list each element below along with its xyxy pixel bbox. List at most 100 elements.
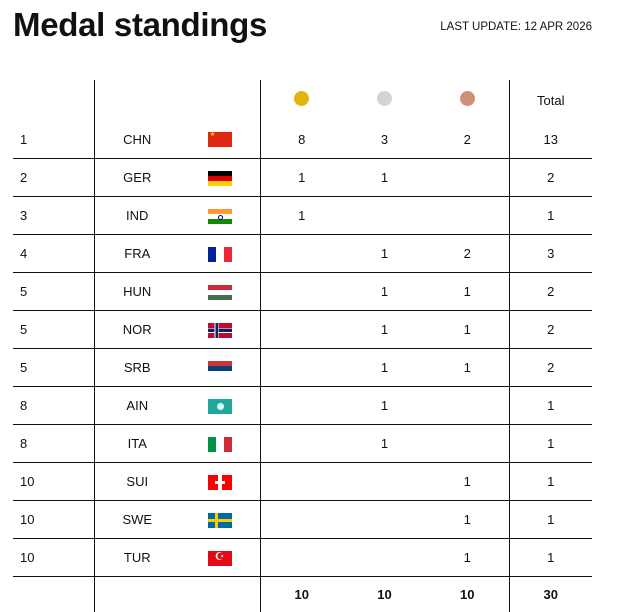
country-code: CHN [94, 120, 180, 159]
bronze-count [426, 387, 509, 425]
bronze-count: 2 [426, 235, 509, 273]
bronze-count: 2 [426, 120, 509, 159]
bronze-count: 1 [426, 273, 509, 311]
flag-cell [180, 425, 260, 463]
total-count: 2 [509, 349, 592, 387]
gold-count: 1 [260, 197, 343, 235]
gold-count [260, 463, 343, 501]
silver-count [343, 501, 426, 539]
silver-medal-icon [377, 91, 392, 106]
total-count: 1 [509, 501, 592, 539]
swe-flag-icon [208, 513, 232, 528]
table-row: 10TUR11 [13, 539, 592, 577]
total-count: 1 [509, 197, 592, 235]
country-code: IND [94, 197, 180, 235]
flag-cell [180, 311, 260, 349]
country-code: FRA [94, 235, 180, 273]
gold-count [260, 539, 343, 577]
gold-medal-icon [294, 91, 309, 106]
country-code: AIN [94, 387, 180, 425]
country-code: TUR [94, 539, 180, 577]
grand-total: 30 [509, 577, 592, 612]
bronze-count [426, 197, 509, 235]
empty [94, 577, 180, 612]
total-count: 13 [509, 120, 592, 159]
country-code: SWE [94, 501, 180, 539]
rank: 10 [13, 501, 94, 539]
total-count: 2 [509, 159, 592, 197]
gold-count [260, 235, 343, 273]
total-count: 2 [509, 273, 592, 311]
rank: 10 [13, 463, 94, 501]
rank: 5 [13, 349, 94, 387]
empty [13, 577, 94, 612]
srb-flag-icon [208, 361, 232, 376]
total-count: 1 [509, 425, 592, 463]
sui-flag-icon [208, 475, 232, 490]
gold-count: 8 [260, 120, 343, 159]
total-count: 1 [509, 387, 592, 425]
silver-count [343, 539, 426, 577]
gold-total: 10 [260, 577, 343, 612]
silver-count [343, 463, 426, 501]
total-count: 3 [509, 235, 592, 273]
rank: 5 [13, 273, 94, 311]
rank: 2 [13, 159, 94, 197]
bronze-count: 1 [426, 349, 509, 387]
page-title: Medal standings [13, 6, 267, 44]
bronze-count [426, 159, 509, 197]
bronze-count: 1 [426, 539, 509, 577]
flag-cell [180, 501, 260, 539]
total-count: 2 [509, 311, 592, 349]
rank: 5 [13, 311, 94, 349]
last-update: LAST UPDATE: 12 APR 2026 [440, 21, 592, 33]
silver-count: 3 [343, 120, 426, 159]
header-row: Total [13, 80, 592, 120]
ain-flag-icon [208, 399, 232, 414]
silver-count [343, 197, 426, 235]
bronze-count: 1 [426, 463, 509, 501]
gold-count [260, 387, 343, 425]
flag-cell [180, 197, 260, 235]
total-count: 1 [509, 463, 592, 501]
silver-count: 1 [343, 159, 426, 197]
silver-total: 10 [343, 577, 426, 612]
rank: 8 [13, 425, 94, 463]
rank: 8 [13, 387, 94, 425]
flag-cell [180, 159, 260, 197]
total-header: Total [509, 80, 592, 120]
silver-count: 1 [343, 311, 426, 349]
hun-flag-icon [208, 285, 232, 300]
rank: 10 [13, 539, 94, 577]
silver-count: 1 [343, 273, 426, 311]
flag-cell [180, 235, 260, 273]
flag-cell [180, 273, 260, 311]
flag-cell [180, 539, 260, 577]
country-code: NOR [94, 311, 180, 349]
silver-count: 1 [343, 235, 426, 273]
country-code: GER [94, 159, 180, 197]
gold-count [260, 273, 343, 311]
gold-count [260, 425, 343, 463]
rank: 4 [13, 235, 94, 273]
rank: 1 [13, 120, 94, 159]
country-code: ITA [94, 425, 180, 463]
country-code: SRB [94, 349, 180, 387]
tur-flag-icon [208, 551, 232, 566]
empty [180, 577, 260, 612]
flag-cell [180, 463, 260, 501]
silver-count: 1 [343, 425, 426, 463]
country-code: HUN [94, 273, 180, 311]
silver-count: 1 [343, 349, 426, 387]
